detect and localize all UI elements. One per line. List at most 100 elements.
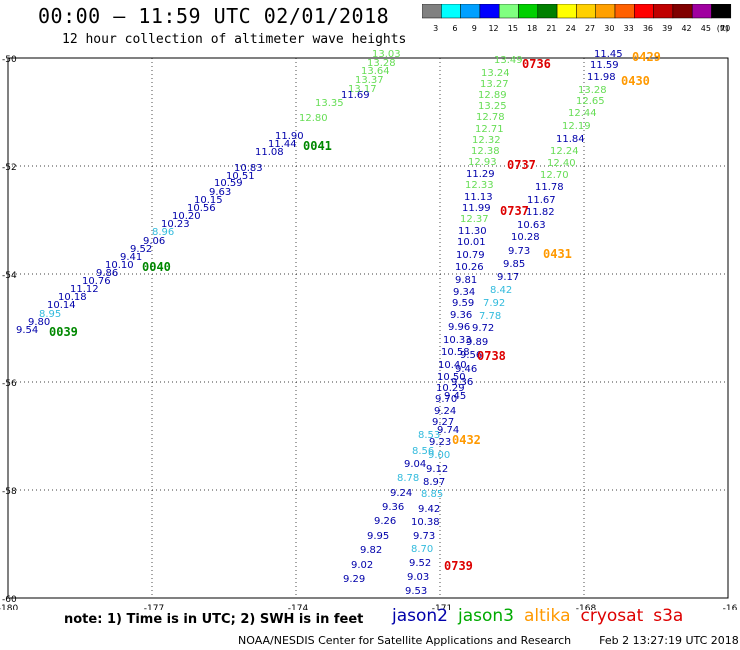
colorbar-label: 21 [546,24,556,33]
track-east-value: 9.12 [426,464,448,475]
legend-jason2: jason2 [392,606,448,626]
track-west-value: 11.44 [268,139,297,150]
legend-s3a: s3a [653,606,684,626]
colorbar-label: 24 [566,24,576,33]
track-mid-value: 10.50 [437,372,466,383]
track-west-value: 10.14 [47,300,76,311]
track-mid-value: 11.29 [466,169,495,180]
colorbar-swatch [711,4,732,19]
track-east-value: 9.23 [429,437,451,448]
track-mid-value: 11.30 [458,226,487,237]
track-east-value: 11.84 [556,134,585,145]
track-west-value: 11.08 [255,147,284,158]
track-mid-value: 11.99 [462,203,491,214]
track-mid-value: 12.37 [460,214,489,225]
track-east-value: 9.17 [497,272,519,283]
track-east-value: 13.28 [578,85,607,96]
colorbar-unit: (ft) [717,24,729,33]
track-west-value: 13.17 [348,84,377,95]
track-west-value: 9.80 [28,317,50,328]
chart-title: 00:00 – 11:59 UTC 02/01/2018 [38,4,390,28]
track-mid-value: 12.33 [465,180,494,191]
map-plot: -180 -177 -174 -171 -168 -16 -50 -52 -54 -56 -58 -6… [0,49,738,610]
colorbar-label: 3 [433,24,438,33]
track-mid-value: 13.49 [494,55,523,66]
track-west-value: 10.20 [172,211,201,222]
footnote: note: 1) Time is in UTC; 2) SWH is in fe… [64,612,364,627]
y-tick-label: -58 [2,487,17,497]
colorbar-label: 70 [720,24,730,33]
track-mid-value: 9.36 [382,502,404,513]
track-east-value: 12.19 [562,121,591,132]
legend-cryosat: cryosat [580,606,644,626]
y-tick-label: -50 [2,55,17,65]
track-east-value: 11.78 [535,182,564,193]
track-mid-value: 9.70 [435,394,457,405]
pass-time-label: 0739 [444,559,473,573]
track-mid-value: 10.79 [456,250,485,261]
track-mid-value: 12.71 [475,124,504,135]
legend-jason3: jason3 [458,606,514,626]
track-east-value: 9.85 [503,259,525,270]
x-tick-label: -177 [144,604,164,610]
track-west-value: 10.76 [82,276,111,287]
track-mid-value: 11.13 [464,192,493,203]
colorbar-label: 27 [585,24,595,33]
track-mid-value: 12.32 [472,135,501,146]
colorbar-label: 18 [527,24,537,33]
pass-time-label: 0737 [507,158,536,172]
track-west-value: 10.15 [194,195,223,206]
track-east-value: 9.52 [409,558,431,569]
track-west-value: 9.63 [209,187,231,198]
x-tick-label: -168 [576,604,597,610]
color-scale-legend: 3 6 9 12 15 18 21 24 27 30 33 36 39 42 45 70(ft) [422,4,732,33]
track-mid-value: 9.29 [343,574,365,585]
track-mid-value: 10.33 [443,335,472,346]
track-west-value: 9.86 [96,268,118,279]
track-east-value: 9.03 [407,572,429,583]
track-east-value: 12.24 [550,146,579,157]
track-east-value: 9.73 [413,531,435,542]
track-west-value: 10.83 [234,163,263,174]
track-east-value: 12.70 [540,170,569,181]
track-west-value: 11.90 [275,131,304,142]
colorbar-label: 36 [643,24,653,33]
track-mid-value: 12.78 [476,112,505,123]
colorbar-label: 42 [681,24,691,33]
x-tick-label: -174 [288,604,309,610]
footer-credit: NOAA/NESDIS Center for Satellite Applica… [238,634,572,647]
pass-time-label: 0737 [500,204,529,218]
track-mid-value: 9.95 [367,531,389,542]
track-east-value: 7.92 [483,298,505,309]
pass-time-label: 0039 [49,325,78,339]
colorbar-label: 45 [701,24,711,33]
track-east-value: 11.59 [590,60,619,71]
track-east-value: 9.74 [437,425,459,436]
track-mid-value: 12.93 [468,157,497,168]
track-east-value: 10.38 [411,517,440,528]
track-west-value: 9.54 [16,325,38,336]
track-mid-value: 9.24 [390,488,412,499]
track-east-value: 9.73 [508,246,530,257]
track-east-value: 9.46 [455,364,477,375]
colorbar-label: 39 [662,24,672,33]
track-east-value: 12.65 [576,96,605,107]
track-mid-value: 13.27 [480,79,509,90]
track-west-value: 10.59 [214,178,243,189]
track-east-value: 10.28 [511,232,540,243]
track-west-value: 12.80 [299,113,328,124]
track-west-value: 11.12 [70,284,99,295]
x-tick-label: -180 [0,604,18,610]
track-east-value: 11.82 [526,207,555,218]
track-mid-value: 13.24 [481,68,510,79]
track-mid-value: 13.25 [478,101,507,112]
track-west-value: 9.06 [143,236,165,247]
plot-frame [7,57,729,599]
track-east-value: 11.45 [594,49,623,60]
track-east-value: 9.42 [418,504,440,515]
y-tick-label: -54 [2,271,17,281]
track-mid-value: 9.04 [404,459,426,470]
track-east-value: 11.98 [587,72,616,83]
track-west-value: 10.18 [58,292,87,303]
track-west-value: 8.96 [152,227,174,238]
